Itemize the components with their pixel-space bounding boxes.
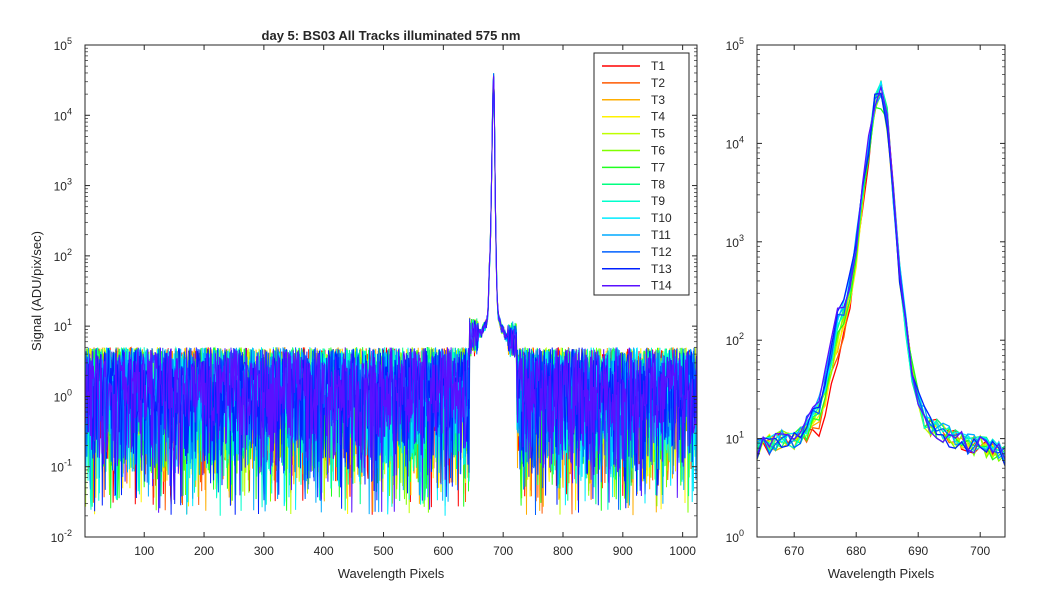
legend-label-T11: T11: [651, 228, 671, 242]
legend-label-T1: T1: [651, 59, 665, 73]
main-chart-title: day 5: BS03 All Tracks illuminated 575 n…: [262, 28, 521, 43]
main-chart: 100 200 300 400 500 600 700 800 900 1000 10-210-1…: [29, 28, 698, 581]
legend-label-T8: T8: [651, 177, 665, 191]
zoom-series-group: [756, 80, 1006, 467]
zoom-series-line-T13: [756, 92, 1006, 466]
zoom-x-tick-label: 680: [846, 544, 866, 558]
zoom-x-tick-label: 670: [784, 544, 804, 558]
main-x-tick-label: 400: [314, 544, 334, 558]
zoom-plot-area: [757, 45, 1005, 537]
legend-label-T14: T14: [651, 279, 672, 293]
legend-label-T9: T9: [651, 194, 665, 208]
legend-label-T12: T12: [651, 245, 672, 259]
zoom-x-ticks: 670 680 690 700: [784, 45, 991, 558]
legend-label-T5: T5: [651, 127, 665, 141]
legend-label-T10: T10: [651, 211, 672, 225]
main-x-tick-label: 1000: [669, 544, 696, 558]
main-x-tick-label: 700: [493, 544, 513, 558]
main-series-group: [84, 72, 698, 516]
main-x-tick-label: 800: [553, 544, 573, 558]
legend-label-T7: T7: [651, 160, 665, 174]
main-y-axis-label: Signal (ADU/pix/sec): [29, 231, 44, 351]
main-x-axis-label: Wavelength Pixels: [338, 566, 445, 581]
legend-label-T3: T3: [651, 93, 665, 107]
legend-label-T2: T2: [651, 76, 665, 90]
main-x-tick-label: 500: [374, 544, 394, 558]
legend-box: [593, 52, 690, 296]
zoom-x-tick-label: 700: [970, 544, 990, 558]
legend-label-T6: T6: [651, 144, 665, 158]
main-axes-box: [84, 44, 698, 538]
main-x-tick-label: 300: [254, 544, 274, 558]
zoom-series-line-T7: [756, 106, 1006, 461]
zoom-series-line-T14: [756, 84, 1006, 460]
main-x-tick-label: 600: [433, 544, 453, 558]
zoom-x-axis-label: Wavelength Pixels: [828, 566, 935, 581]
main-series-line-T14: [84, 75, 698, 513]
main-x-tick-label: 200: [194, 544, 214, 558]
zoom-axes-box: [756, 44, 1006, 538]
zoom-x-tick-label: 690: [908, 544, 928, 558]
main-x-tick-label: 900: [613, 544, 633, 558]
legend: T1 T2 T3 T4 T5 T6 T7 T8 T9 T10 T11 T12 T13 T14: [593, 52, 690, 296]
legend-label-T13: T13: [651, 262, 672, 276]
main-x-ticks: 100 200 300 400 500 600 700 800 900 1000: [134, 45, 696, 558]
main-x-tick-label: 100: [134, 544, 154, 558]
legend-label-T4: T4: [651, 110, 665, 124]
